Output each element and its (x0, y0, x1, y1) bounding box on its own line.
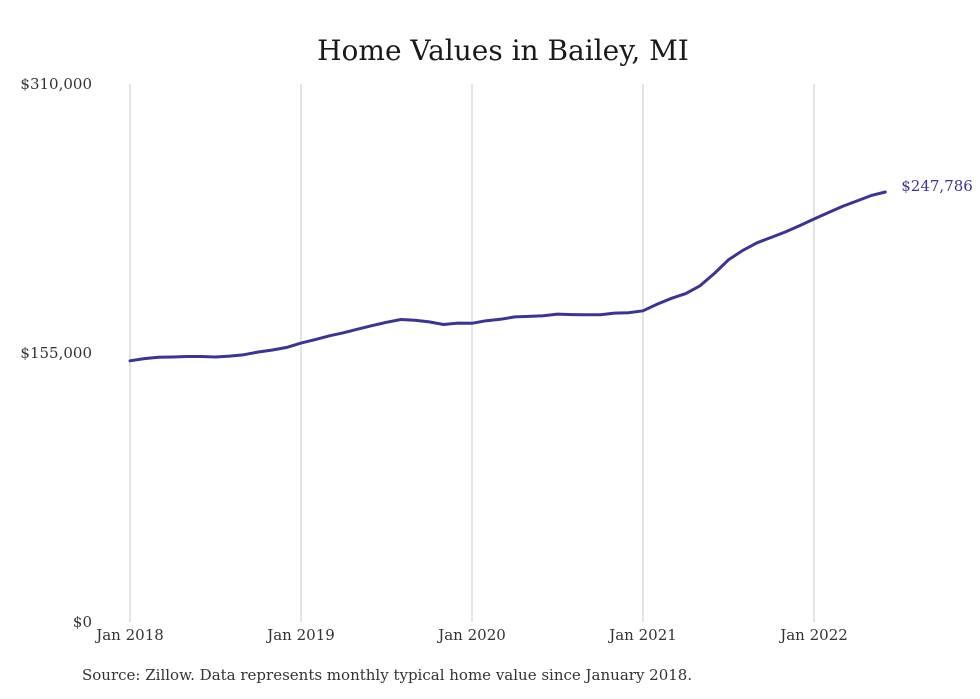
y-axis-ticks: $0 $155,000 $310,000 (20, 75, 92, 631)
y-tick-label-2: $310,000 (20, 75, 92, 93)
chart-title: Home Values in Bailey, MI (317, 34, 689, 67)
x-tick-label-0: Jan 2018 (94, 626, 164, 644)
source-note: Source: Zillow. Data represents monthly … (82, 666, 693, 684)
end-value-label: $247,786 (901, 177, 973, 195)
x-tick-label-3: Jan 2021 (607, 626, 677, 644)
series-line-0 (128, 190, 887, 363)
x-axis-ticks: Jan 2018 Jan 2019 Jan 2020 Jan 2021 Jan 2022 (94, 626, 848, 644)
y-tick-label-1: $155,000 (20, 344, 92, 362)
x-tick-label-2: Jan 2020 (436, 626, 506, 644)
x-tick-label-1: Jan 2019 (265, 626, 335, 644)
series-group (128, 190, 887, 363)
x-tick-label-4: Jan 2022 (778, 626, 848, 644)
y-tick-label-0: $0 (73, 613, 92, 631)
gridlines (129, 84, 815, 622)
